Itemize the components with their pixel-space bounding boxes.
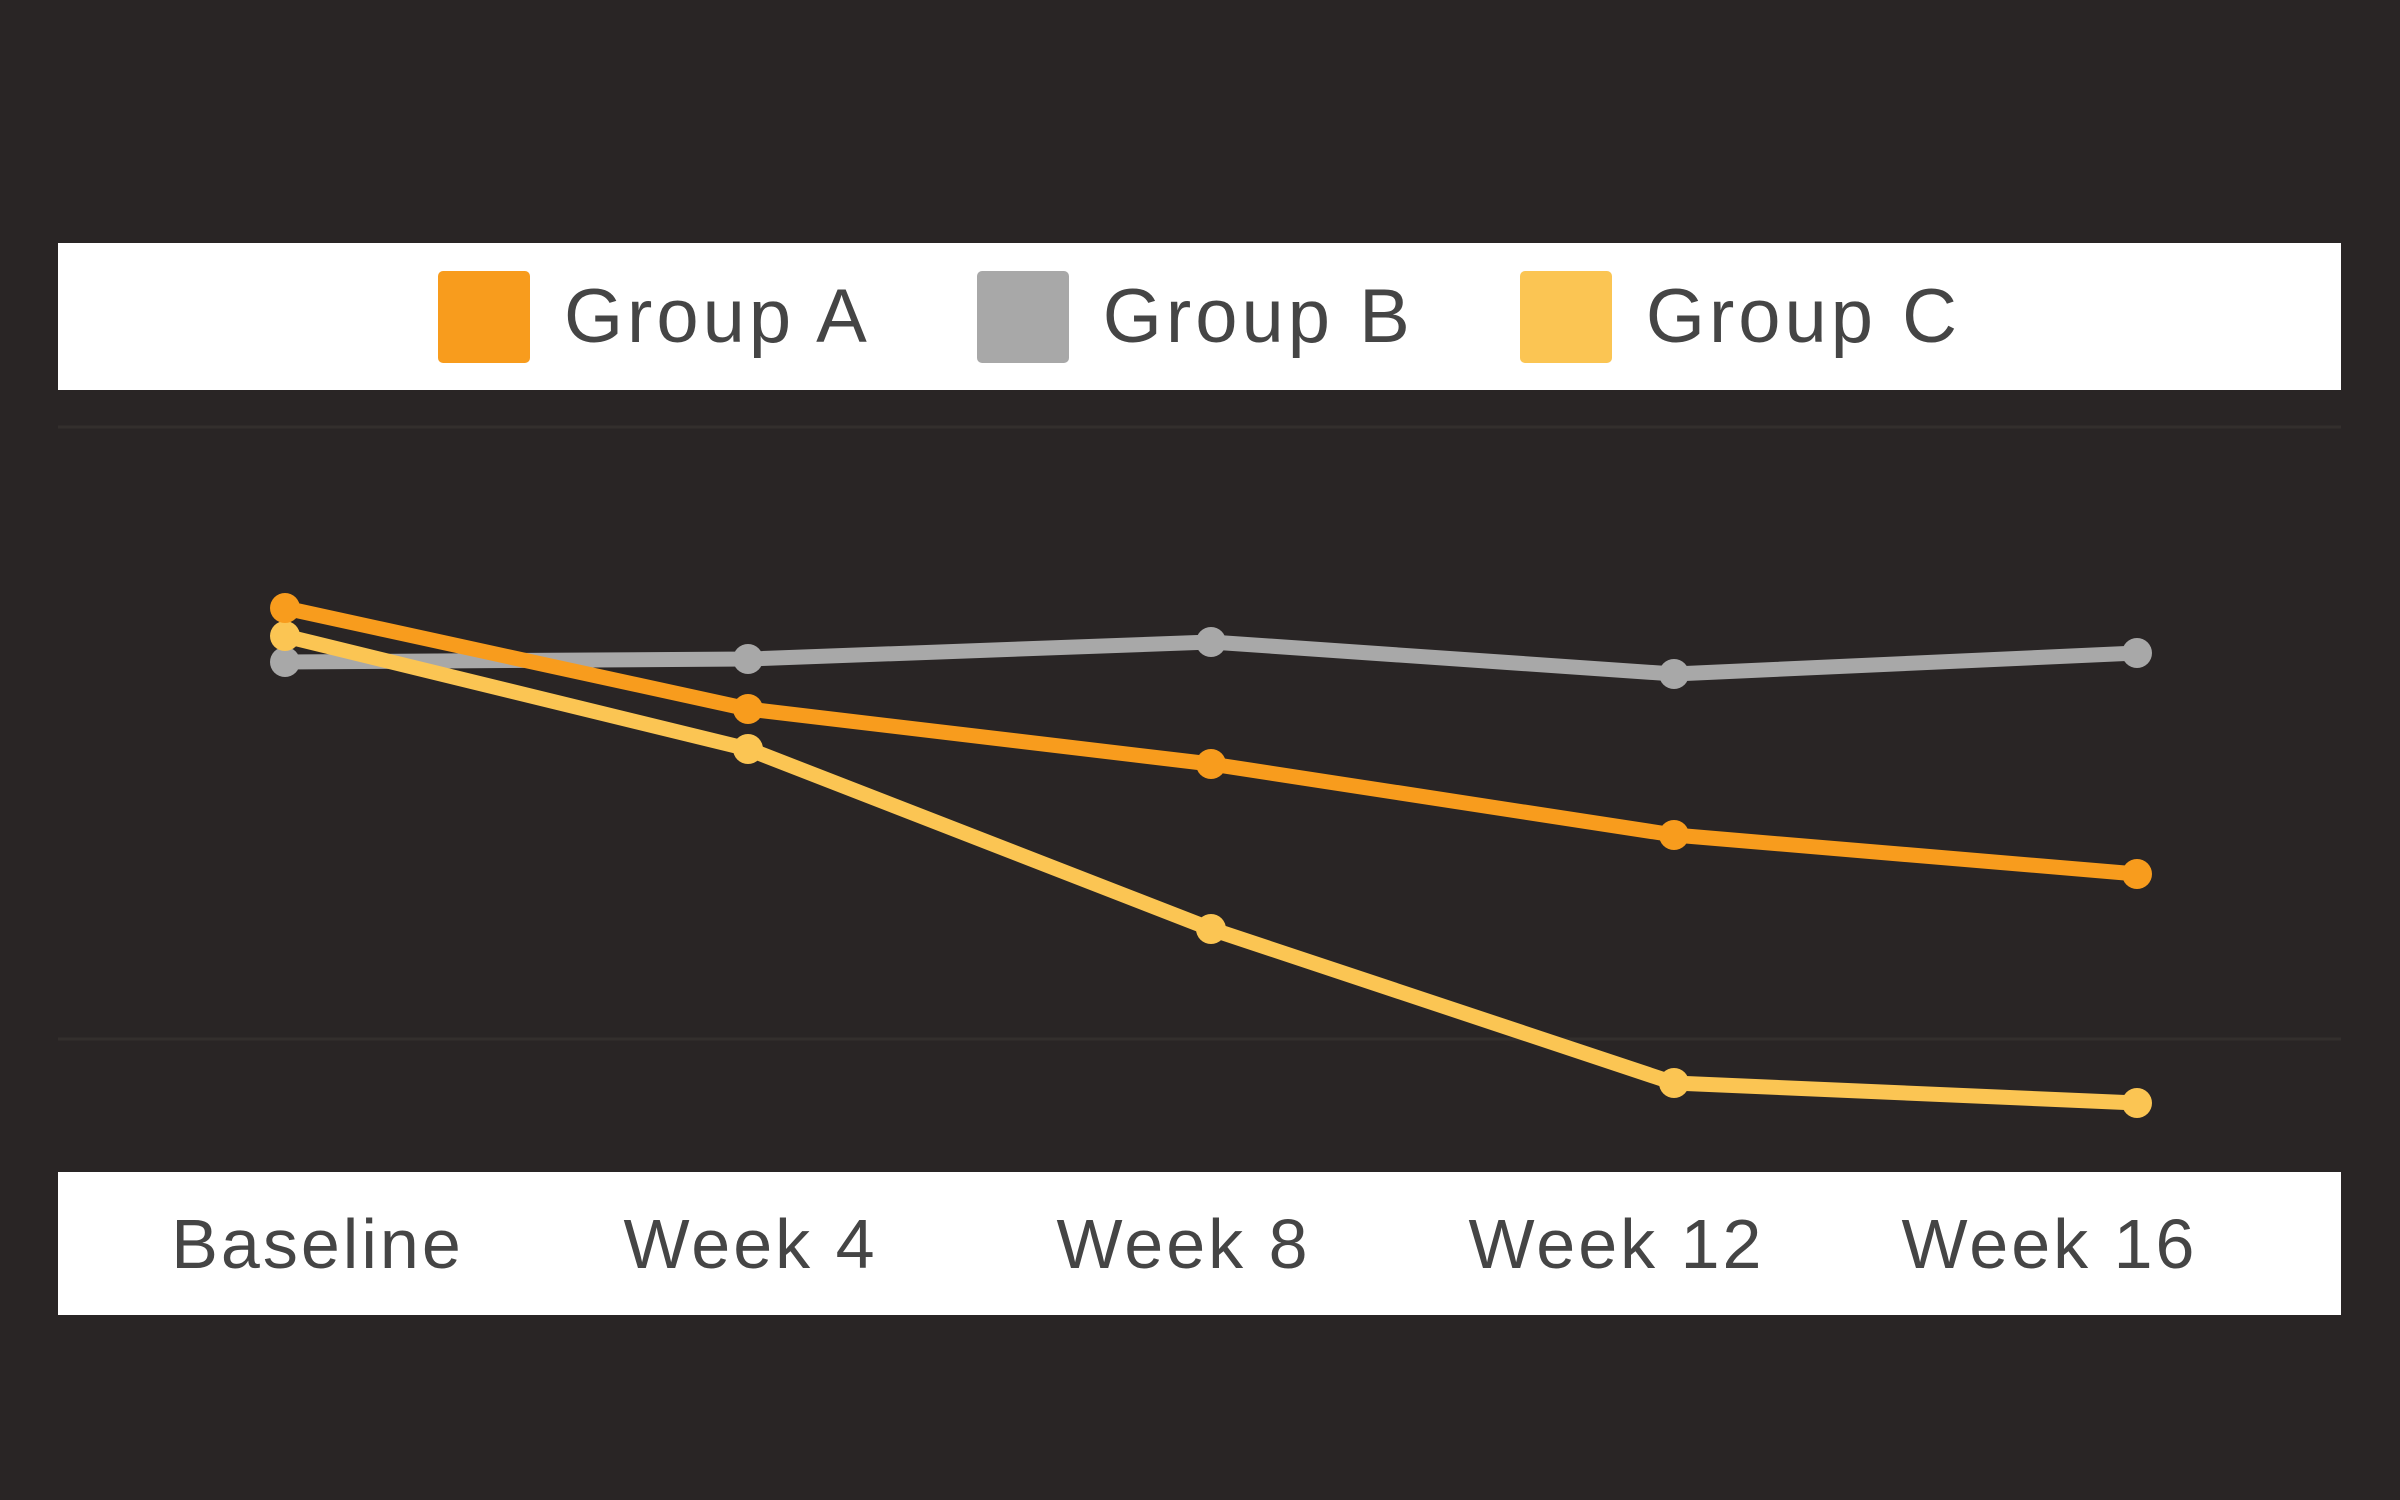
x-axis-tick-week-4: Week 4 [534,1172,967,1315]
legend-swatch-icon [976,270,1069,363]
x-axis-tick-week-16: Week 16 [1833,1172,2266,1315]
data-point-group-a-week-16 [2122,859,2152,889]
x-axis-tick-week-12: Week 12 [1400,1172,1833,1315]
legend-item-label: Group C [1645,274,1962,359]
legend-item-label: Group A [563,274,871,359]
data-point-group-b-week-16 [2122,638,2152,668]
legend-item-group-b: Group B [976,270,1414,363]
data-point-group-c-week-4 [733,734,763,764]
data-point-group-b-week-12 [1659,659,1689,689]
x-axis-labels: Baseline Week 4 Week 8 Week 12 Week 16 [101,1172,2266,1315]
data-point-group-b-week-8 [1196,627,1226,657]
data-point-group-c-week-16 [2122,1088,2152,1118]
gridline-layer [58,425,2341,1041]
series-layer [270,593,2152,1118]
data-point-group-b-baseline [270,647,300,677]
data-point-group-a-week-4 [733,694,763,724]
legend: Group A Group B Group C [58,243,2341,390]
legend-item-group-a: Group A [437,270,871,363]
data-point-group-b-week-4 [733,644,763,674]
data-point-group-c-baseline [270,621,300,651]
series-line-group-c [277,628,2145,1111]
legend-swatch-icon [437,270,530,363]
data-point-group-c-week-12 [1659,1068,1689,1098]
data-point-group-a-week-12 [1659,820,1689,850]
legend-item-label: Group B [1102,274,1414,359]
x-axis-tick-baseline: Baseline [101,1172,534,1315]
x-axis-label: Week 4 [623,1204,878,1283]
data-point-group-a-week-8 [1196,749,1226,779]
x-axis-band: Baseline Week 4 Week 8 Week 12 Week 16 [58,1172,2341,1315]
x-axis-label: Week 8 [1056,1204,1311,1283]
legend-band: Group A Group B Group C [58,243,2341,390]
data-point-group-a-baseline [270,593,300,623]
x-axis-label: Week 16 [1901,1204,2198,1283]
legend-swatch-icon [1519,270,1612,363]
x-axis-label: Baseline [171,1204,464,1283]
x-axis-label: Week 12 [1468,1204,1765,1283]
x-axis-tick-week-8: Week 8 [967,1172,1400,1315]
legend-item-group-c: Group C [1519,270,1962,363]
data-point-group-c-week-8 [1196,914,1226,944]
